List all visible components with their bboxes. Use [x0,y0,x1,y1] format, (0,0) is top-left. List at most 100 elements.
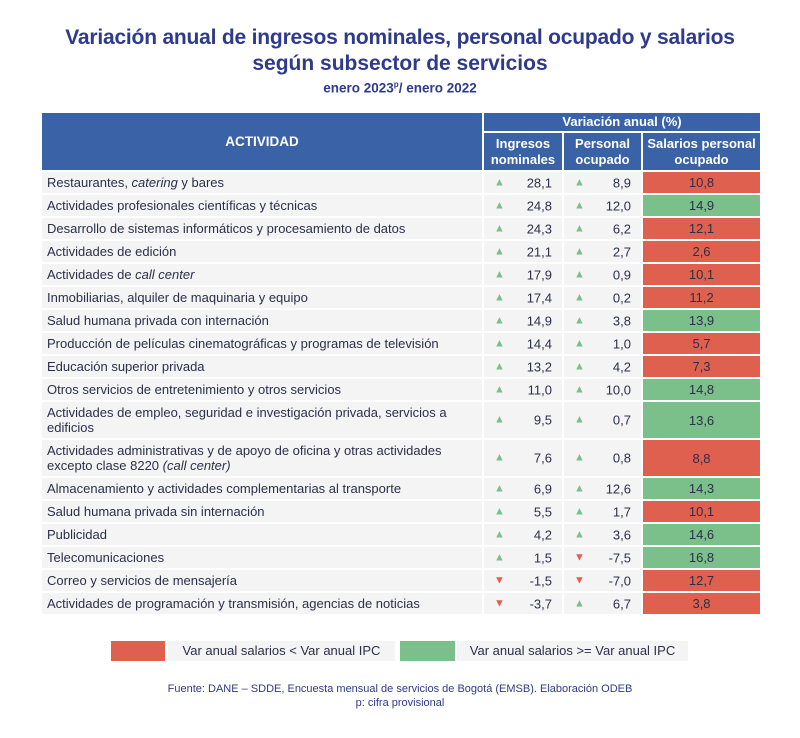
salarios-value: 2,6 [643,241,761,262]
chart-subtitle: según subsector de servicios [252,52,548,75]
triangle-up-icon: ▲ [494,314,505,326]
triangle-up-icon: ▲ [574,451,585,464]
table-row: Almacenamiento y actividades complementa… [42,478,761,499]
activity-text-italic: catering [131,175,178,190]
ingresos-value: 17,4 [526,290,552,305]
triangle-up-icon: ▲ [494,413,505,426]
data-table: ACTIVIDAD Variación anual (%) Ingresos n… [40,111,762,616]
salarios-value: 11,2 [643,287,761,308]
personal-value: 8,9 [612,175,631,190]
personal-value-cell: ▲ 3,6 [564,524,641,545]
personal-value: 1,7 [612,504,631,519]
activity-text: Actividades de [47,267,136,282]
personal-value: 6,2 [612,221,631,236]
personal-value: 0,8 [612,450,631,466]
activity-name: Actividades administrativas y de apoyo d… [42,440,482,476]
activity-name: Actividades de edición [42,241,482,262]
ingresos-value: -1,5 [529,573,552,588]
activity-name: Correo y servicios de mensajería [42,570,482,591]
personal-value-cell: ▲ 8,9 [564,172,641,193]
ingresos-value: 17,9 [526,267,552,282]
table-row: Telecomunicaciones ▲ 1,5 ▼ -7,5 16,8 [42,547,761,568]
personal-value: 0,9 [612,267,631,282]
salarios-value: 10,8 [643,172,761,193]
activity-text: Inmobiliarias, alquiler de maquinaria y … [47,290,308,305]
triangle-up-icon: ▲ [574,413,585,426]
source-note: Fuente: DANE – SDDE, Encuesta mensual de… [167,683,633,695]
personal-value: 12,6 [605,481,631,496]
ingresos-value: 9,5 [533,412,552,428]
triangle-up-icon: ▲ [494,199,505,211]
triangle-up-icon: ▲ [494,291,505,303]
salarios-value: 13,6 [643,402,761,438]
triangle-up-icon: ▲ [494,528,505,540]
ingresos-value: 24,3 [526,221,552,236]
activity-text: Actividades de edición [47,244,177,259]
activity-text: Actividades de empleo, seguridad e inves… [47,405,447,435]
activity-text: Desarrollo de sistemas informáticos y pr… [47,221,406,236]
table-row: Actividades de edición ▲ 21,1 ▲ 2,7 2,6 [42,241,761,262]
activity-name: Producción de películas cinematográficas… [42,333,482,354]
salarios-value: 7,3 [643,356,761,377]
triangle-up-icon: ▲ [574,505,585,517]
personal-value: 6,7 [612,596,631,611]
triangle-up-icon: ▲ [574,222,585,234]
header-personal: Personal ocupado [564,133,641,170]
activity-text-suffix: y bares [177,175,225,190]
ingresos-value: 21,1 [526,244,552,259]
table-row: Inmobiliarias, alquiler de maquinaria y … [42,287,761,308]
legend: Var anual salarios < Var anual IPC Var a… [0,641,800,661]
ingresos-value: -3,7 [529,596,552,611]
triangle-down-icon: ▼ [494,574,505,586]
triangle-up-icon: ▲ [494,451,505,464]
ingresos-value-cell: ▲ 9,5 [484,402,562,438]
triangle-up-icon: ▲ [494,551,505,563]
period-current: enero 2023 [323,80,394,96]
personal-value-cell: ▲ 0,9 [564,264,641,285]
triangle-up-icon: ▲ [494,222,505,234]
legend-label-red: Var anual salarios < Var anual IPC [168,641,395,661]
table-row: Actividades de call center ▲ 17,9 ▲ 0,9 10,1 [42,264,761,285]
activity-text: Salud humana privada sin internación [47,504,265,519]
ingresos-value-cell: ▼ -3,7 [484,593,562,614]
triangle-up-icon: ▲ [494,482,505,494]
personal-value: 1,0 [612,336,631,351]
personal-value-cell: ▲ 0,8 [564,440,641,476]
activity-text: Correo y servicios de mensajería [47,573,238,588]
activity-text: Actividades administrativas y de apoyo d… [47,443,442,473]
triangle-up-icon: ▲ [494,383,505,395]
triangle-up-icon: ▲ [494,337,505,349]
triangle-up-icon: ▲ [574,199,585,211]
table-row: Actividades de programación y transmisió… [42,593,761,614]
activity-name: Almacenamiento y actividades complementa… [42,478,482,499]
table-body: Restaurantes, catering y bares ▲ 28,1 ▲ 8,9 1… [42,172,761,614]
personal-value: 0,7 [612,412,631,428]
ingresos-value-cell: ▲ 13,2 [484,356,562,377]
activity-name: Otros servicios de entretenimiento y otr… [42,379,482,400]
triangle-up-icon: ▲ [574,597,585,609]
activity-text: Producción de películas cinematográficas… [47,336,439,351]
triangle-up-icon: ▲ [574,245,585,257]
table-row: Actividades de empleo, seguridad e inves… [42,402,761,438]
ingresos-value-cell: ▲ 7,6 [484,440,562,476]
personal-value-cell: ▲ 12,0 [564,195,641,216]
triangle-up-icon: ▲ [494,360,505,372]
legend-swatch-green [400,641,455,661]
table-row: Actividades profesionales científicas y … [42,195,761,216]
salarios-value: 3,8 [643,593,761,614]
activity-name: Actividades de empleo, seguridad e inves… [42,402,482,438]
period-label: enero 2023p/ enero 2022 [0,80,800,96]
personal-value-cell: ▲ 1,7 [564,501,641,522]
activity-text: Almacenamiento y actividades complementa… [47,481,402,496]
activity-name: Salud humana privada con internación [42,310,482,331]
ingresos-value-cell: ▲ 11,0 [484,379,562,400]
activity-name: Actividades profesionales científicas y … [42,195,482,216]
activity-text: Publicidad [47,527,107,542]
ingresos-value-cell: ▲ 21,1 [484,241,562,262]
activity-text: Telecomunicaciones [47,550,165,565]
salarios-value: 12,7 [643,570,761,591]
table-row: Salud humana privada sin internación ▲ 5,5… [42,501,761,522]
triangle-up-icon: ▲ [574,337,585,349]
ingresos-value: 7,6 [533,450,552,466]
personal-value-cell: ▲ 3,8 [564,310,641,331]
